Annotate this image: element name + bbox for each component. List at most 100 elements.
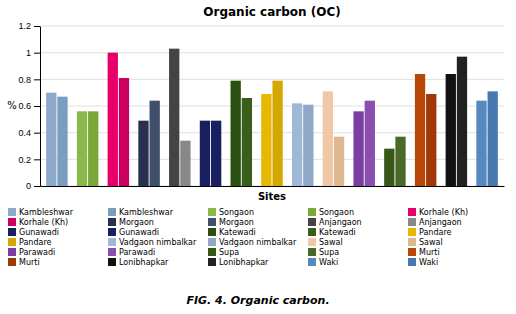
y-tick-label: 0.8 — [18, 75, 31, 85]
legend-item: Songaon — [308, 208, 354, 217]
grid — [40, 26, 504, 186]
legend-swatch — [408, 248, 416, 256]
bar — [292, 103, 302, 186]
legend-swatch — [308, 208, 316, 216]
legend-label: Sawal — [419, 238, 443, 247]
legend-label: Waki — [419, 258, 438, 267]
y-axis-title: % — [7, 100, 17, 111]
legend-label: Lonibhapkar — [119, 258, 169, 267]
y-tick-mark — [34, 79, 40, 80]
legend-swatch — [408, 208, 416, 216]
y-axis-line — [40, 27, 41, 187]
bar — [231, 81, 241, 186]
chart: 00.20.40.60.811.2Organic carbon (OC)%Sit… — [0, 0, 516, 314]
y-axis: 0 0.2 0.4 0.6 0.8 1 1.2 — [18, 21, 40, 191]
y-tick: 0.2 — [18, 155, 40, 165]
bar — [365, 101, 375, 186]
y-tick: 0.6 — [18, 101, 40, 111]
legend-label: Pandare — [419, 228, 452, 237]
legend-label: Morgaon — [219, 218, 254, 227]
legend-label: Korhale (Kh) — [419, 208, 468, 217]
legend-item: Waki — [308, 258, 338, 267]
legend-label: Gunawadi — [119, 228, 159, 237]
y-tick-mark — [34, 26, 40, 27]
legend-label: Gunawadi — [19, 228, 59, 237]
legend-item: Murti — [8, 258, 40, 267]
legend-item: Lonibhapkar — [108, 258, 169, 267]
legend-item: Anjangaon — [308, 218, 362, 227]
legend-swatch — [308, 238, 316, 246]
legend-swatch — [108, 218, 116, 226]
legend-swatch — [308, 218, 316, 226]
y-tick-mark — [34, 53, 40, 54]
legend-label: Korhale (Kh) — [19, 218, 68, 227]
bar — [446, 74, 456, 186]
bar — [261, 94, 271, 186]
legend-swatch — [408, 258, 416, 266]
legend-label: Parawadi — [119, 248, 155, 257]
bar — [426, 94, 436, 186]
x-axis — [41, 186, 505, 187]
legend-swatch — [108, 208, 116, 216]
y-tick: 0 — [26, 181, 40, 191]
legend-label: Vadgaon nimbalkar — [119, 238, 197, 247]
legend-item: Lonibhapkar — [208, 258, 269, 267]
bar — [200, 121, 210, 186]
y-tick: 1.2 — [18, 21, 40, 31]
legend-label: Anjangaon — [419, 218, 462, 227]
legend-swatch — [408, 228, 416, 236]
caption: FIG. 4. Organic carbon. — [186, 294, 329, 307]
legend-item: Pandare — [408, 228, 452, 237]
legend-label: Morgaon — [119, 218, 154, 227]
legend-item: Morgaon — [108, 218, 154, 227]
legend-label: Kambleshwar — [19, 208, 74, 217]
legend-label: Pandare — [19, 238, 52, 247]
y-tick-label: 0.4 — [18, 128, 31, 138]
legend-label: Katewadi — [219, 228, 256, 237]
bar — [169, 49, 179, 186]
y-tick-label: 0.2 — [18, 155, 31, 165]
y-tick-label: 1.2 — [18, 21, 31, 31]
bar — [57, 97, 67, 186]
legend-item: Parawadi — [108, 248, 155, 257]
legend-item: Kambleshwar — [108, 208, 174, 217]
legend-item: Murti — [408, 248, 440, 257]
y-tick-mark — [34, 159, 40, 160]
legend-swatch — [308, 258, 316, 266]
bar — [272, 81, 282, 186]
legend-label: Supa — [319, 248, 339, 257]
bar — [384, 149, 394, 186]
bar — [457, 57, 467, 186]
legend-item: Gunawadi — [8, 228, 59, 237]
legend-swatch — [108, 228, 116, 236]
legend-item: Katewadi — [208, 228, 256, 237]
legend-label: Anjangaon — [319, 218, 362, 227]
y-tick: 0.8 — [18, 75, 40, 85]
legend-label: Kambleshwar — [119, 208, 174, 217]
bar — [180, 141, 190, 186]
legend-item: Waki — [408, 258, 438, 267]
legend-item: Korhale (Kh) — [408, 208, 468, 217]
bars — [46, 49, 498, 186]
legend-item: Parawadi — [8, 248, 55, 257]
legend-swatch — [8, 258, 16, 266]
bar — [323, 91, 333, 186]
legend-swatch — [8, 248, 16, 256]
y-tick: 1 — [26, 48, 40, 58]
y-tick-label: 0.6 — [18, 101, 31, 111]
bar — [150, 101, 160, 186]
bar — [334, 137, 344, 186]
bar — [395, 137, 405, 186]
legend-label: Lonibhapkar — [219, 258, 269, 267]
legend-item: Sawal — [308, 238, 343, 247]
y-tick-label: 1 — [26, 48, 31, 58]
bar — [488, 91, 498, 186]
legend-label: Songaon — [219, 208, 254, 217]
legend-swatch — [108, 248, 116, 256]
legend-swatch — [8, 218, 16, 226]
legend-swatch — [308, 228, 316, 236]
legend-item: Anjangaon — [408, 218, 462, 227]
title: Organic carbon (OC) — [203, 5, 340, 19]
bar — [46, 93, 56, 186]
legend-swatch — [408, 218, 416, 226]
